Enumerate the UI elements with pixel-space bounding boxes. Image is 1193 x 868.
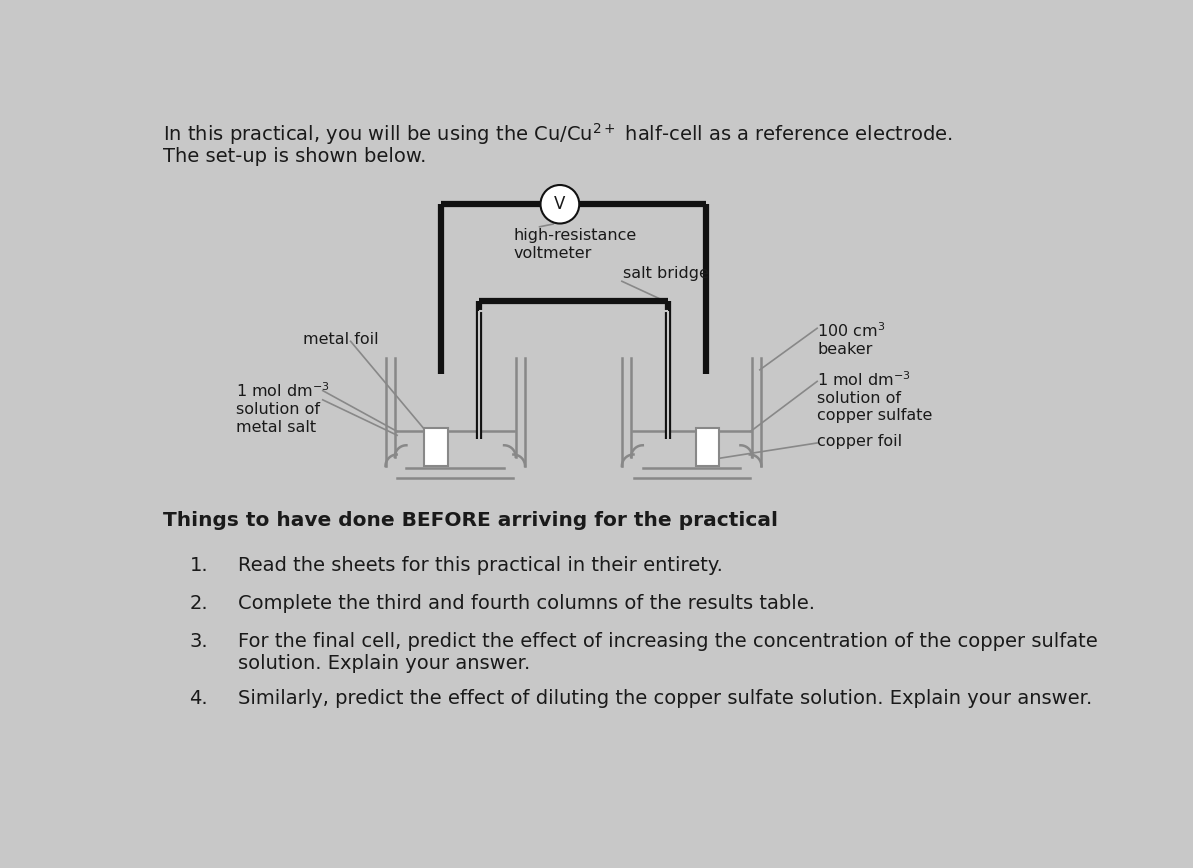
Text: 3.: 3. [190, 632, 208, 651]
Text: Complete the third and fourth columns of the results table.: Complete the third and fourth columns of… [239, 594, 815, 613]
Text: copper foil: copper foil [817, 434, 902, 449]
Bar [696, 428, 718, 466]
Text: 4.: 4. [190, 689, 208, 708]
Text: 100 cm$^3$
beaker: 100 cm$^3$ beaker [817, 321, 885, 358]
Circle shape [540, 185, 580, 223]
Text: Similarly, predict the effect of diluting the copper sulfate solution. Explain y: Similarly, predict the effect of dilutin… [239, 689, 1093, 708]
Text: In this practical, you will be using the Cu/Cu$^{2+}$ half-cell as a reference e: In this practical, you will be using the… [163, 122, 953, 147]
Text: V: V [555, 195, 565, 214]
Text: 1.: 1. [190, 556, 208, 575]
Text: 2.: 2. [190, 594, 208, 613]
Text: For the final cell, predict the effect of increasing the concentration of the co: For the final cell, predict the effect o… [239, 632, 1098, 673]
Text: salt bridge: salt bridge [624, 266, 710, 281]
Text: 1 mol dm$^{-3}$
solution of
copper sulfate: 1 mol dm$^{-3}$ solution of copper sulfa… [817, 370, 933, 424]
Text: Things to have done BEFORE arriving for the practical: Things to have done BEFORE arriving for … [163, 510, 778, 529]
Text: metal foil: metal foil [303, 332, 378, 346]
Text: The set-up is shown below.: The set-up is shown below. [163, 148, 426, 167]
Text: 1 mol dm$^{-3}$
solution of
metal salt: 1 mol dm$^{-3}$ solution of metal salt [236, 381, 329, 435]
Bar [425, 428, 447, 466]
Text: Read the sheets for this practical in their entirety.: Read the sheets for this practical in th… [239, 556, 723, 575]
Text: high-resistance
voltmeter: high-resistance voltmeter [513, 228, 637, 260]
